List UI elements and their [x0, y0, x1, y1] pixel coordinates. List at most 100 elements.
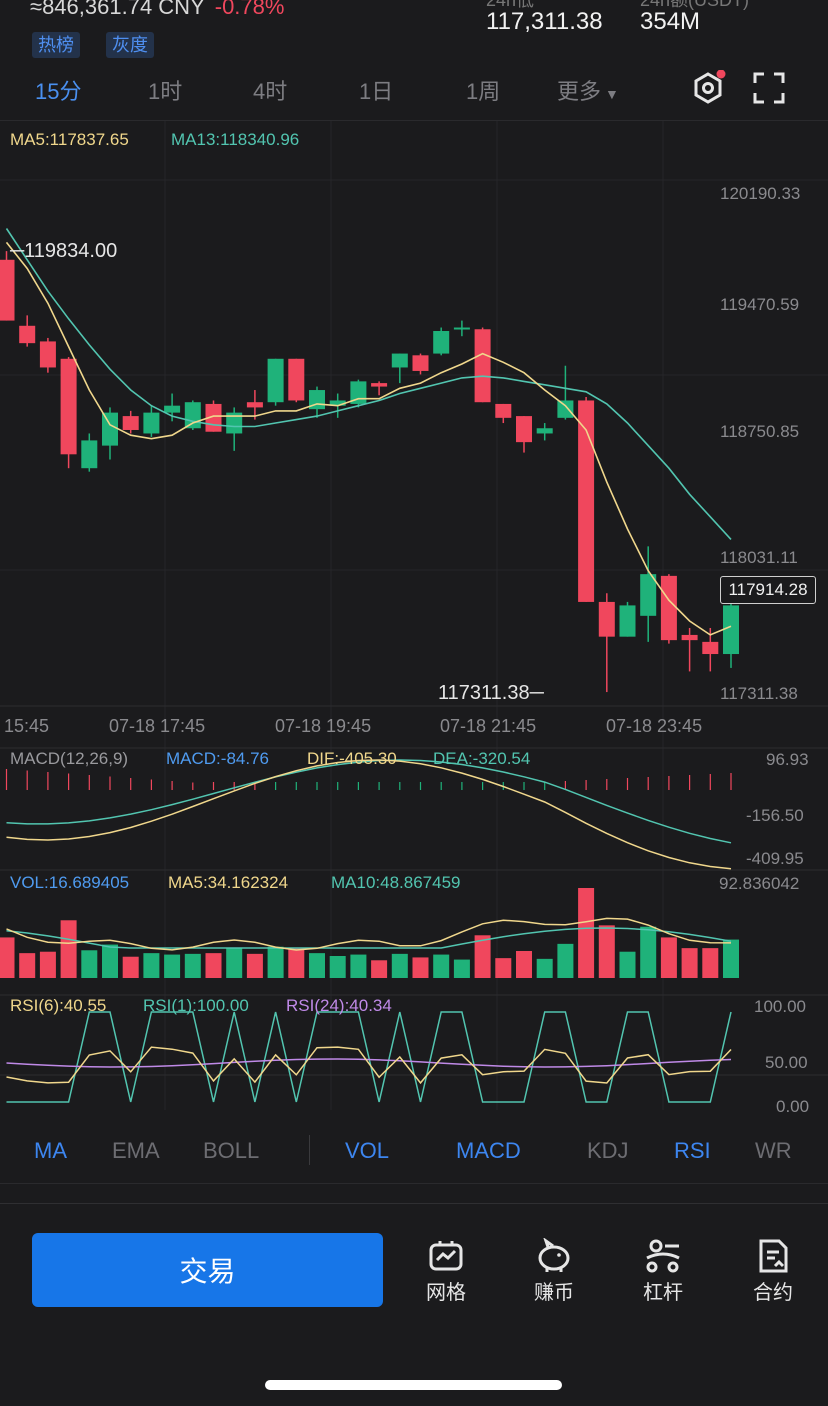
rsi6-line	[6, 1046, 732, 1085]
y-tick: 118031.11	[720, 548, 798, 567]
candle-body	[433, 330, 450, 354]
volume-bar	[516, 951, 532, 978]
dea-line	[6, 759, 732, 844]
volume-bar	[81, 950, 98, 978]
tag-grayscale[interactable]: 灰度	[106, 32, 154, 58]
grid-bot-icon	[429, 1241, 463, 1271]
leverage-icon	[646, 1239, 680, 1273]
volume-bar	[0, 937, 15, 978]
candle-body	[578, 400, 595, 602]
nav-futures[interactable]: 合约	[733, 1238, 813, 1305]
contract-icon	[759, 1239, 788, 1273]
stat-vol-value: 354M	[640, 8, 701, 35]
rsi-y-tick: 50.00	[765, 1053, 808, 1072]
kline-chart[interactable]	[0, 0, 828, 1125]
rsi6-value: RSI(6):40.55	[10, 996, 107, 1015]
volume-bar	[19, 953, 36, 978]
tab-interval-4h[interactable]: 4时	[253, 79, 288, 104]
rsi-y-tick: 0.00	[776, 1097, 810, 1116]
vol-ma10-value: MA10:48.867459	[331, 873, 461, 892]
marker-line-icon: ─	[529, 682, 544, 704]
candle-body	[474, 329, 491, 403]
stat-low-value: 117,311.38	[486, 8, 603, 35]
home-indicator	[265, 1380, 562, 1390]
volume-bar	[329, 956, 346, 978]
rsi-y-tick: 100.00	[754, 997, 806, 1016]
indicator-tab-kdj[interactable]: KDJ	[587, 1138, 629, 1163]
nav-margin[interactable]: 杠杆	[623, 1238, 703, 1305]
candle-body	[81, 440, 98, 469]
volume-bar	[433, 954, 450, 978]
vol-ma5-line	[6, 917, 732, 951]
candle-body	[391, 353, 408, 368]
candle-body	[329, 400, 346, 406]
volume-bar	[681, 948, 698, 978]
ma13-line	[5, 228, 732, 540]
candle-body	[619, 605, 636, 637]
nav-grid-bot[interactable]: 网格	[406, 1238, 486, 1305]
nav-futures-label: 合约	[753, 1282, 793, 1304]
candle-body	[143, 412, 160, 434]
marker-line-icon: ─	[10, 240, 25, 262]
nav-earn[interactable]: 赚币	[514, 1238, 594, 1305]
piggy-bank-icon	[538, 1238, 570, 1272]
volume-bar	[619, 951, 636, 978]
volume-bar	[536, 958, 553, 978]
tab-interval-more[interactable]: 更多 ▼	[557, 79, 619, 104]
trade-button[interactable]: 交易	[32, 1233, 383, 1307]
ma5-legend: MA5:117837.65	[10, 130, 129, 149]
indicator-tab-ema[interactable]: EMA	[112, 1138, 160, 1163]
nav-margin-label: 杠杆	[643, 1282, 683, 1304]
candle-body	[640, 574, 657, 616]
indicator-tab-macd[interactable]: MACD	[456, 1138, 521, 1163]
indicator-tab-boll[interactable]: BOLL	[203, 1138, 260, 1163]
high-price-marker: ─119834.00	[10, 240, 118, 262]
y-tick: 119470.59	[720, 295, 800, 314]
x-tick: 07-18 23:45	[606, 716, 703, 736]
nav-earn-label: 赚币	[534, 1282, 574, 1304]
candle-body	[723, 605, 739, 655]
candle-body	[164, 405, 181, 413]
volume-bar	[205, 953, 222, 978]
tab-interval-1w[interactable]: 1周	[466, 79, 501, 104]
candle-body	[267, 358, 284, 403]
candle-body	[122, 416, 139, 430]
stat-vol-label: 24h额(USDT)	[640, 0, 750, 10]
candle-body	[288, 358, 305, 401]
indicator-separator	[309, 1135, 310, 1165]
fullscreen-icon	[753, 72, 785, 104]
dif-value: DIF:-405.30	[307, 749, 397, 768]
candle-body	[371, 383, 388, 387]
chart-settings-button[interactable]	[690, 70, 726, 106]
tab-interval-1d[interactable]: 1日	[359, 79, 394, 104]
indicator-tab-ma[interactable]: MA	[34, 1138, 67, 1163]
volume-bar	[184, 953, 201, 978]
notification-dot	[716, 70, 726, 79]
indicator-tab-rsi[interactable]: RSI	[674, 1138, 711, 1163]
tag-hot[interactable]: 热榜	[32, 32, 80, 58]
volume-bar	[309, 953, 325, 978]
fullscreen-button[interactable]	[752, 71, 786, 105]
tab-interval-15m[interactable]: 15分	[35, 79, 82, 104]
ma5-line	[5, 241, 732, 636]
chart-top-divider	[0, 120, 828, 121]
indicator-tab-wr[interactable]: WR	[755, 1138, 792, 1163]
macd-y-tick: 96.93	[766, 750, 809, 769]
y-tick: 118750.85	[720, 422, 800, 441]
price-change: -0.78%	[214, 0, 285, 19]
volume-bar	[267, 946, 284, 978]
candle-body	[495, 403, 512, 418]
volume-bar	[640, 926, 657, 978]
candle-body	[226, 412, 243, 434]
candle-body	[516, 416, 532, 443]
y-tick: 120190.33	[720, 184, 801, 203]
volume-bar	[412, 957, 429, 978]
candle-body	[557, 400, 574, 418]
indicator-tab-vol[interactable]: VOL	[345, 1138, 390, 1163]
candle-body	[246, 402, 263, 408]
candle-body	[412, 355, 429, 371]
tab-interval-1h[interactable]: 1时	[148, 79, 183, 104]
vol-ma5-value: MA5:34.162324	[168, 873, 289, 892]
volume-bar	[557, 943, 574, 978]
volume-bar	[660, 937, 677, 978]
